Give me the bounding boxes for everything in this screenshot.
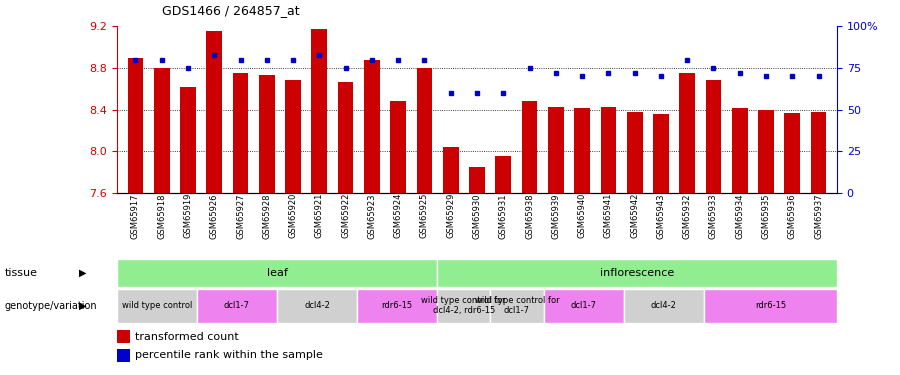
Bar xyxy=(653,114,669,193)
Bar xyxy=(117,289,197,322)
Text: GSM65934: GSM65934 xyxy=(735,193,744,238)
Text: GSM65935: GSM65935 xyxy=(761,193,770,238)
Text: GSM65926: GSM65926 xyxy=(210,193,219,238)
Bar xyxy=(232,73,248,193)
Bar xyxy=(197,289,277,322)
Bar xyxy=(117,330,130,343)
Bar xyxy=(732,108,748,193)
Text: genotype/variation: genotype/variation xyxy=(4,301,97,310)
Text: GSM65922: GSM65922 xyxy=(341,193,350,238)
Text: tissue: tissue xyxy=(4,268,38,278)
Text: GSM65930: GSM65930 xyxy=(472,193,482,238)
Bar xyxy=(285,81,301,193)
Text: GSM65923: GSM65923 xyxy=(367,193,376,238)
Text: wild type control for
dcl1-7: wild type control for dcl1-7 xyxy=(474,296,559,315)
Text: GSM65937: GSM65937 xyxy=(814,193,824,239)
Bar xyxy=(680,73,695,193)
Text: ▶: ▶ xyxy=(79,268,86,278)
Bar xyxy=(180,87,196,193)
Bar xyxy=(544,289,624,322)
Bar xyxy=(259,75,274,193)
Text: GSM65919: GSM65919 xyxy=(184,193,193,238)
Text: rdr6-15: rdr6-15 xyxy=(382,301,412,310)
Bar xyxy=(117,259,437,287)
Text: GSM65931: GSM65931 xyxy=(499,193,508,238)
Text: GSM65928: GSM65928 xyxy=(262,193,271,238)
Bar xyxy=(364,60,380,193)
Text: GSM65921: GSM65921 xyxy=(315,193,324,238)
Bar xyxy=(437,289,490,322)
Bar xyxy=(443,147,459,193)
Text: dcl4-2: dcl4-2 xyxy=(304,301,330,310)
Text: leaf: leaf xyxy=(266,268,287,278)
Text: dcl1-7: dcl1-7 xyxy=(571,301,597,310)
Text: GSM65936: GSM65936 xyxy=(788,193,796,239)
Text: GSM65924: GSM65924 xyxy=(393,193,402,238)
Bar xyxy=(491,289,544,322)
Bar xyxy=(706,81,722,193)
Bar xyxy=(758,110,774,193)
Bar xyxy=(626,112,643,193)
Text: wild type control: wild type control xyxy=(122,301,193,310)
Bar xyxy=(338,81,354,193)
Bar xyxy=(391,101,406,193)
Text: dcl1-7: dcl1-7 xyxy=(224,301,250,310)
Text: GSM65940: GSM65940 xyxy=(578,193,587,238)
Bar xyxy=(811,112,826,193)
Text: percentile rank within the sample: percentile rank within the sample xyxy=(135,351,323,360)
Bar xyxy=(154,68,169,193)
Bar xyxy=(117,349,130,362)
Text: GSM65920: GSM65920 xyxy=(289,193,298,238)
Bar xyxy=(785,113,800,193)
Text: GSM65917: GSM65917 xyxy=(130,193,140,238)
Text: GSM65932: GSM65932 xyxy=(683,193,692,238)
Bar xyxy=(206,32,222,193)
Bar xyxy=(522,101,537,193)
Bar xyxy=(437,259,837,287)
Bar xyxy=(277,289,357,322)
Bar xyxy=(704,289,837,322)
Text: GSM65929: GSM65929 xyxy=(446,193,455,238)
Bar xyxy=(311,29,328,193)
Text: rdr6-15: rdr6-15 xyxy=(755,301,786,310)
Bar xyxy=(469,167,485,193)
Bar xyxy=(600,106,617,193)
Text: wild type control for
dcl4-2, rdr6-15: wild type control for dcl4-2, rdr6-15 xyxy=(421,296,506,315)
Bar xyxy=(574,108,590,193)
Text: ▶: ▶ xyxy=(79,301,86,310)
Text: transformed count: transformed count xyxy=(135,332,238,342)
Text: GSM65933: GSM65933 xyxy=(709,193,718,239)
Text: GSM65942: GSM65942 xyxy=(630,193,639,238)
Bar xyxy=(548,106,563,193)
Bar xyxy=(128,57,143,193)
Bar xyxy=(624,289,704,322)
Text: GSM65938: GSM65938 xyxy=(525,193,534,239)
Bar xyxy=(417,68,432,193)
Bar xyxy=(495,156,511,193)
Text: GSM65943: GSM65943 xyxy=(656,193,665,238)
Text: dcl4-2: dcl4-2 xyxy=(651,301,677,310)
Text: GDS1466 / 264857_at: GDS1466 / 264857_at xyxy=(162,4,300,17)
Text: GSM65941: GSM65941 xyxy=(604,193,613,238)
Text: GSM65925: GSM65925 xyxy=(420,193,429,238)
Bar xyxy=(357,289,437,322)
Text: GSM65939: GSM65939 xyxy=(552,193,561,238)
Text: GSM65927: GSM65927 xyxy=(236,193,245,238)
Text: GSM65918: GSM65918 xyxy=(158,193,166,238)
Text: inflorescence: inflorescence xyxy=(600,268,674,278)
